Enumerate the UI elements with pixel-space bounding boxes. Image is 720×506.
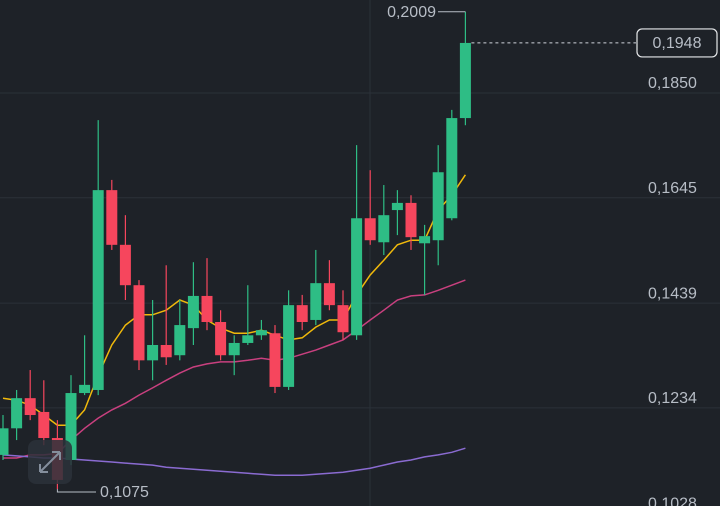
candle-body xyxy=(351,218,363,336)
candle-body xyxy=(459,42,471,119)
min-label: 0,1075 xyxy=(100,484,149,501)
candle-body xyxy=(269,333,281,387)
candle-body xyxy=(364,218,376,241)
candle-body xyxy=(174,325,186,356)
candle-body xyxy=(160,345,172,358)
price-axis: 0,1028 0,1234 0,1439 0,1645 0,1850 xyxy=(648,75,697,506)
candle-body xyxy=(337,305,349,333)
candle-body xyxy=(419,236,431,244)
candle-body xyxy=(201,295,213,322)
candle-body xyxy=(65,393,77,460)
candle-body xyxy=(283,305,295,387)
y-tick-label: 0,1850 xyxy=(648,75,697,92)
candle-body xyxy=(310,283,322,320)
expand-icon xyxy=(39,451,61,473)
candle-body xyxy=(11,398,23,429)
min-leader xyxy=(56,489,96,493)
candle-body xyxy=(228,342,240,356)
candle-body xyxy=(432,172,444,241)
max-label: 0,2009 xyxy=(387,4,436,21)
candle-body xyxy=(133,285,145,361)
last-price-box xyxy=(636,28,718,58)
candle-body xyxy=(119,244,131,286)
candle-body xyxy=(446,118,458,219)
candle-body xyxy=(391,202,403,211)
candle-body xyxy=(323,283,335,306)
y-tick-label: 0,1645 xyxy=(648,180,697,197)
candle-body xyxy=(92,190,104,390)
expand-button[interactable] xyxy=(28,440,72,484)
candle-body xyxy=(38,411,50,439)
candle-body xyxy=(106,190,118,245)
candle-body xyxy=(187,295,199,329)
candle-body xyxy=(147,345,159,361)
candle-body xyxy=(296,305,308,322)
y-tick-label: 0,1439 xyxy=(648,285,697,302)
candle-body xyxy=(215,322,227,356)
candle-body xyxy=(79,384,91,394)
moving-average-line xyxy=(2,174,467,426)
y-tick-label: 0,1028 xyxy=(648,495,697,506)
candle-body xyxy=(0,428,9,455)
last-price-label: 0,1948 xyxy=(653,35,702,52)
moving-average-line xyxy=(2,447,466,477)
annotations: 0,2009 0,1075 0,1948 xyxy=(56,4,718,501)
candle-body xyxy=(378,215,390,243)
candle-body xyxy=(242,335,254,343)
candle-body xyxy=(405,202,417,238)
candle-body xyxy=(255,330,267,336)
y-tick-label: 0,1234 xyxy=(648,390,697,407)
candle-body xyxy=(24,398,36,416)
